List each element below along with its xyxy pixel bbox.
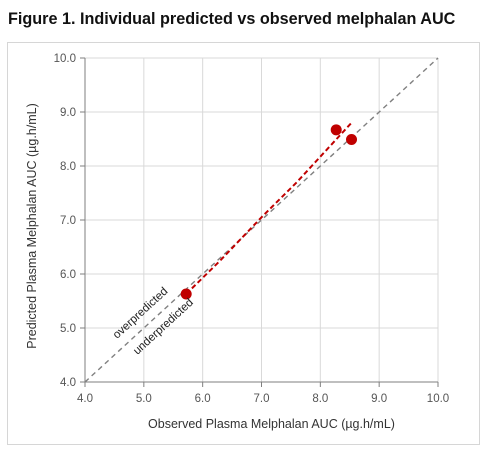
points-layer [180, 124, 358, 300]
y-tick-label: 10.0 [54, 53, 76, 65]
x-tick-label: 5.0 [136, 393, 152, 405]
x-tick-label: 4.0 [77, 393, 93, 405]
chart-frame [7, 42, 480, 445]
y-axis-title: Predicted Plasma Melphalan AUC (µg.h/mL) [25, 103, 39, 349]
identity-line [84, 57, 439, 383]
y-tick-label: 9.0 [60, 107, 76, 119]
lines-layer [84, 57, 439, 383]
x-tick-label: 9.0 [371, 393, 387, 405]
data-point [180, 288, 192, 300]
x-tick-label: 7.0 [254, 393, 270, 405]
y-tick-label: 6.0 [60, 269, 76, 281]
y-tick-label: 8.0 [60, 161, 76, 173]
y-tick-label: 7.0 [60, 215, 76, 227]
y-tick-label: 5.0 [60, 323, 76, 335]
x-tick-label: 10.0 [427, 393, 449, 405]
x-axis-title: Observed Plasma Melphalan AUC (µg.h/mL) [148, 417, 395, 431]
x-tick-label: 6.0 [195, 393, 211, 405]
trend-line [185, 122, 353, 295]
axes-layer [80, 57, 439, 387]
data-point [346, 134, 358, 146]
figure-title: Figure 1. Individual predicted vs observ… [8, 10, 456, 28]
y-tick-label: 4.0 [60, 377, 76, 389]
data-point [330, 124, 342, 136]
x-tick-label: 8.0 [312, 393, 328, 405]
